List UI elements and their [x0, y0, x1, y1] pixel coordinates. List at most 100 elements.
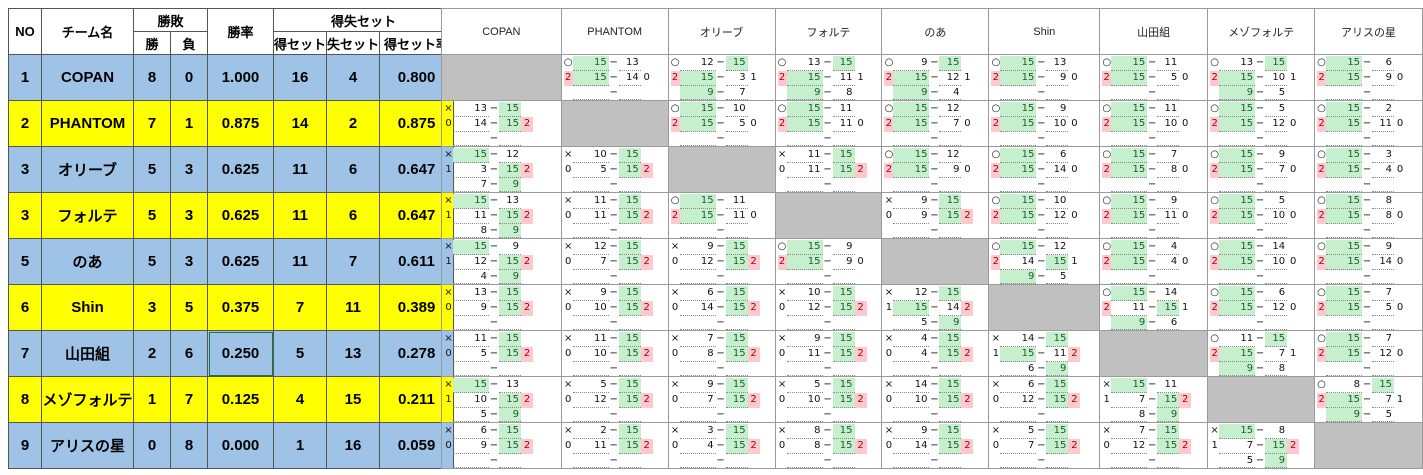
team-wins[interactable]: 3: [133, 284, 171, 331]
match-result-cell[interactable]: ○ 2 15−2 15−11−0: [1314, 100, 1423, 147]
matrix-header-team[interactable]: COPAN: [441, 8, 562, 55]
match-result-cell[interactable]: ○ 2 15−10 15−5−0: [667, 100, 776, 147]
team-sets-won[interactable]: 4: [272, 376, 328, 423]
match-result-cell[interactable]: × 1 15−9 12−15 4−9 2: [441, 238, 562, 285]
match-result-cell[interactable]: × 0 11−15 11−15−2: [774, 146, 883, 193]
match-result-cell[interactable]: ○ 2 13−15 15−11 9−8 1: [774, 54, 883, 101]
match-result-cell[interactable]: ○ 2 13−15 15−10 9−5 1: [1207, 54, 1316, 101]
header-record[interactable]: 勝敗: [133, 8, 208, 32]
match-result-cell[interactable]: ○ 2 15−7 15−5−0: [1314, 284, 1423, 331]
match-result-cell[interactable]: ○ 2 15−10 15−12−0: [988, 192, 1101, 239]
team-name[interactable]: PHANTOM: [41, 100, 134, 147]
match-result-cell[interactable]: ○ 2 12−15 15−3 9−7 1: [667, 54, 776, 101]
header-loss[interactable]: 負: [170, 31, 208, 55]
match-result-cell[interactable]: ○ 2 15−12 15−7−0: [881, 100, 990, 147]
matrix-self-cell[interactable]: [988, 284, 1101, 331]
matrix-self-cell[interactable]: [1099, 330, 1209, 377]
match-result-cell[interactable]: × 0 6−15 9−15−2: [441, 422, 562, 469]
match-result-cell[interactable]: ○ 2 11−15 15−7 9−8 1: [1207, 330, 1316, 377]
team-no[interactable]: 3: [8, 146, 42, 193]
team-wins[interactable]: 5: [133, 192, 171, 239]
team-wins[interactable]: 7: [133, 100, 171, 147]
team-sets-won[interactable]: 5: [272, 330, 328, 377]
team-losses[interactable]: 8: [170, 422, 208, 469]
match-result-cell[interactable]: × 0 5−15 12−15−2: [560, 376, 669, 423]
team-win-pct[interactable]: 0.875: [207, 100, 274, 147]
header-no[interactable]: NO: [8, 8, 42, 55]
match-result-cell[interactable]: × 0 11−15 5−15−2: [441, 330, 562, 377]
team-wins[interactable]: 5: [133, 238, 171, 285]
matrix-self-cell[interactable]: [560, 100, 669, 147]
match-result-cell[interactable]: ○ 2 15−14 15−10−0: [1207, 238, 1316, 285]
header-pct[interactable]: 勝率: [207, 8, 274, 55]
matrix-self-cell[interactable]: [881, 238, 990, 285]
matrix-header-team[interactable]: のあ: [881, 8, 990, 55]
team-no[interactable]: 2: [8, 100, 42, 147]
team-losses[interactable]: 3: [170, 192, 208, 239]
team-losses[interactable]: 3: [170, 146, 208, 193]
match-result-cell[interactable]: ○ 2 9−15 15−12 9−4 1: [881, 54, 990, 101]
match-result-cell[interactable]: ○ 2 15−13 15−14−0: [560, 54, 669, 101]
match-result-cell[interactable]: × 1 15−13 11−15 8−9 2: [441, 192, 562, 239]
match-result-cell[interactable]: ○ 2 15−3 15−4−0: [1314, 146, 1423, 193]
match-result-cell[interactable]: ○ 2 15−11 15−11−0: [667, 192, 776, 239]
matrix-header-team[interactable]: オリーブ: [667, 8, 776, 55]
matrix-header-team[interactable]: PHANTOM: [560, 8, 669, 55]
team-sets-lost[interactable]: 16: [326, 422, 381, 469]
matrix-self-cell[interactable]: [1314, 422, 1423, 469]
team-win-pct[interactable]: 0.625: [207, 238, 274, 285]
match-result-cell[interactable]: ○ 2 15−9 15−10−0: [988, 100, 1101, 147]
team-wins[interactable]: 0: [133, 422, 171, 469]
team-losses[interactable]: 3: [170, 238, 208, 285]
team-losses[interactable]: 0: [170, 54, 208, 101]
matrix-header-team[interactable]: 山田組: [1099, 8, 1209, 55]
team-sets-won[interactable]: 16: [272, 54, 328, 101]
match-result-cell[interactable]: × 0 3−15 4−15−2: [667, 422, 776, 469]
team-name[interactable]: のあ: [41, 238, 134, 285]
match-result-cell[interactable]: ○ 2 15−6 15−9−0: [1314, 54, 1423, 101]
match-result-cell[interactable]: ○ 2 15−5 15−10−0: [1207, 192, 1316, 239]
match-result-cell[interactable]: ○ 2 15−11 15−10−0: [1099, 100, 1209, 147]
match-result-cell[interactable]: × 0 9−15 10−15−2: [560, 284, 669, 331]
team-no[interactable]: 6: [8, 284, 42, 331]
match-result-cell[interactable]: × 0 5−15 10−15−2: [774, 376, 883, 423]
team-wins[interactable]: 5: [133, 146, 171, 193]
matrix-header-team[interactable]: メゾフォルテ: [1207, 8, 1316, 55]
match-result-cell[interactable]: × 1 14−15 15−11 6−9 2: [988, 330, 1101, 377]
team-no[interactable]: 5: [8, 238, 42, 285]
team-wins[interactable]: 1: [133, 376, 171, 423]
team-name[interactable]: メゾフォルテ: [41, 376, 134, 423]
team-sets-lost[interactable]: 2: [326, 100, 381, 147]
team-name[interactable]: アリスの星: [41, 422, 134, 469]
team-sets-lost[interactable]: 7: [326, 238, 381, 285]
team-name[interactable]: 山田組: [41, 330, 134, 377]
match-result-cell[interactable]: ○ 2 8−15 15−7 9−5 1: [1314, 376, 1423, 423]
header-win[interactable]: 勝: [133, 31, 171, 55]
match-result-cell[interactable]: ○ 2 15−9 15−14−0: [1314, 238, 1423, 285]
match-result-cell[interactable]: × 0 7−15 8−15−2: [667, 330, 776, 377]
team-losses[interactable]: 6: [170, 330, 208, 377]
team-no[interactable]: 8: [8, 376, 42, 423]
match-result-cell[interactable]: × 0 10−15 5−15−2: [560, 146, 669, 193]
team-losses[interactable]: 5: [170, 284, 208, 331]
matrix-header-team[interactable]: フォルテ: [774, 8, 883, 55]
match-result-cell[interactable]: × 0 2−15 11−15−2: [560, 422, 669, 469]
match-result-cell[interactable]: ○ 2 15−5 15−12−0: [1207, 100, 1316, 147]
match-result-cell[interactable]: × 1 15−8 7−15 5−9 2: [1207, 422, 1316, 469]
header-sets-won[interactable]: 得セット: [272, 31, 328, 55]
matrix-self-cell[interactable]: [667, 146, 776, 193]
match-result-cell[interactable]: ○ 2 15−9 15−11−0: [1099, 192, 1209, 239]
match-result-cell[interactable]: ○ 2 15−12 15−9−0: [881, 146, 990, 193]
match-result-cell[interactable]: ○ 2 15−7 15−8−0: [1099, 146, 1209, 193]
match-result-cell[interactable]: × 0 8−15 8−15−2: [774, 422, 883, 469]
team-sets-lost[interactable]: 4: [326, 54, 381, 101]
team-win-pct[interactable]: 0.625: [207, 146, 274, 193]
match-result-cell[interactable]: × 0 14−15 10−15−2: [881, 376, 990, 423]
team-no[interactable]: 9: [8, 422, 42, 469]
match-result-cell[interactable]: × 0 11−15 10−15−2: [560, 330, 669, 377]
team-win-pct[interactable]: 0.000: [207, 422, 274, 469]
matrix-header-team[interactable]: アリスの星: [1314, 8, 1423, 55]
match-result-cell[interactable]: × 0 11−15 11−15−2: [560, 192, 669, 239]
match-result-cell[interactable]: × 0 9−15 7−15−2: [667, 376, 776, 423]
match-result-cell[interactable]: × 1 15−12 3−15 7−9 2: [441, 146, 562, 193]
